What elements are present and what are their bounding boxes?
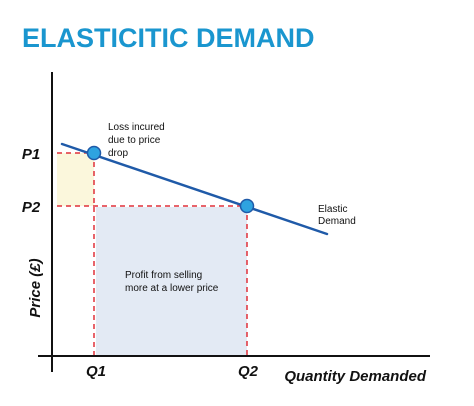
point-p1-q1 <box>86 145 102 161</box>
x-axis-title: Quantity Demanded <box>284 368 427 385</box>
curve-label-line-1: Elastic <box>318 204 347 215</box>
y-axis-title: Price (£) <box>27 258 44 317</box>
point-p2-q2 <box>239 198 255 214</box>
profit-area <box>96 207 247 356</box>
profit-annotation-line-2: more at a lower price <box>125 283 219 294</box>
loss-annotation-line-1: Loss incured <box>108 122 165 133</box>
loss-area <box>57 153 94 206</box>
y-tick-p2: P2 <box>22 199 41 216</box>
demand-curve <box>60 142 329 236</box>
loss-annotation-line-2: due to price <box>108 135 161 146</box>
curve-label-line-2: Demand <box>318 216 356 227</box>
diagram-title: ELASTICITIC DEMAND <box>22 23 315 53</box>
x-tick-q2: Q2 <box>238 363 259 380</box>
profit-annotation-line-1: Profit from selling <box>125 270 202 281</box>
loss-annotation-line-3: drop <box>108 148 128 159</box>
y-tick-p1: P1 <box>22 146 40 163</box>
x-tick-q1: Q1 <box>86 363 106 380</box>
